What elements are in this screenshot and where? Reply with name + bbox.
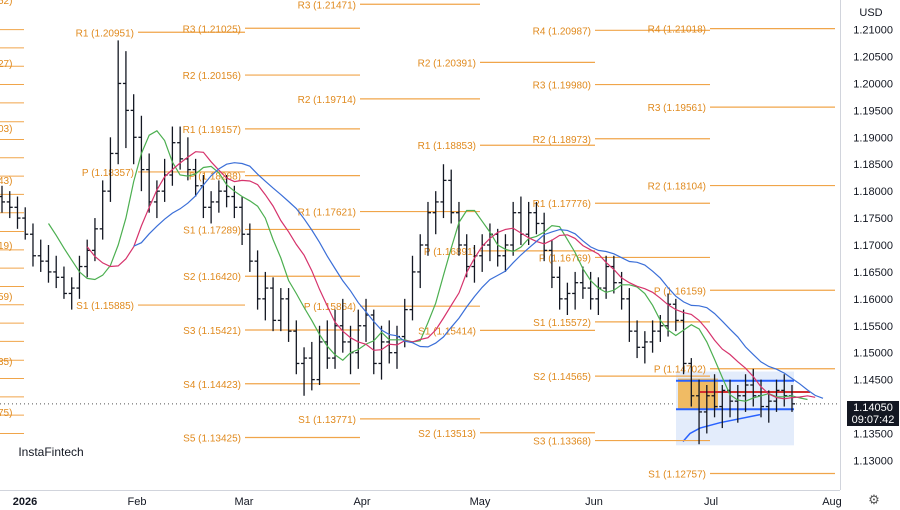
bar-countdown: 09:07:42 xyxy=(851,414,895,426)
pivot-label: R2 (1.20156) xyxy=(183,71,241,82)
pivot-label: R3 (1.19561) xyxy=(648,103,706,114)
x-tick-label: Feb xyxy=(128,496,147,508)
y-tick-label: 1.15500 xyxy=(853,321,893,333)
y-tick-label: 1.17500 xyxy=(853,213,893,225)
pivot-label: R4 (1.21018) xyxy=(648,25,706,36)
currency-label: USD xyxy=(859,7,883,19)
y-tick-label: 1.16000 xyxy=(853,294,893,306)
x-tick-label: Aug xyxy=(822,496,842,508)
pivot-label: P (1.16159) xyxy=(654,286,706,297)
pivot-label: R1 (1.17621) xyxy=(298,208,356,219)
pivot-label: P (1.18288) xyxy=(189,172,241,183)
y-tick-label: 1.15000 xyxy=(853,348,893,360)
left-pivot-label: 03) xyxy=(0,124,12,135)
y-tick-label: 1.16500 xyxy=(853,267,893,279)
pivot-label: P (1.18357) xyxy=(82,168,134,179)
pivot-label: S2 (1.13513) xyxy=(418,429,476,440)
pivot-label: S1 (1.15885) xyxy=(76,301,134,312)
left-pivot-label: 43) xyxy=(0,176,12,187)
x-tick-label: Apr xyxy=(353,496,370,508)
y-tick-label: 1.13500 xyxy=(853,428,893,440)
watermark-logo: InstaFintech xyxy=(10,440,92,464)
y-tick-label: 1.17000 xyxy=(853,240,893,252)
ma-slow-line xyxy=(133,162,824,399)
ma-mid-line xyxy=(86,151,816,400)
value-area xyxy=(678,378,718,410)
moving-averages xyxy=(47,130,824,402)
left-pivot-label: 27) xyxy=(0,59,12,70)
pivot-label: R1 (1.17776) xyxy=(533,199,591,210)
pivot-label: R2 (1.20391) xyxy=(418,58,476,69)
profile-shape xyxy=(682,413,761,443)
pivot-label: S1 (1.17289) xyxy=(183,225,241,236)
pivot-label: R1 (1.19157) xyxy=(183,125,241,136)
pivot-label: S4 (1.14423) xyxy=(183,380,241,391)
pivot-label: P (1.14702) xyxy=(654,365,706,376)
x-tick-label: May xyxy=(470,496,491,508)
x-tick-label: Jul xyxy=(704,496,718,508)
left-pivot-label: 59) xyxy=(0,292,12,303)
y-tick-label: 1.19000 xyxy=(853,132,893,144)
x-tick-label: Mar xyxy=(235,496,254,508)
left-pivot-label: 19) xyxy=(0,241,12,252)
y-tick-label: 1.21000 xyxy=(853,25,893,37)
last-price-badge: 1.14050 09:07:42 xyxy=(847,401,899,426)
pivot-label: R1 (1.20951) xyxy=(76,28,134,39)
pivot-label: S3 (1.13368) xyxy=(533,437,591,448)
gear-icon[interactable]: ⚙ xyxy=(868,492,880,507)
pivot-label: P (1.16769) xyxy=(539,253,591,264)
pivot-label: S2 (1.14565) xyxy=(533,372,591,383)
pivot-label: R3 (1.21025) xyxy=(183,24,241,35)
y-tick-label: 1.20500 xyxy=(853,52,893,64)
pivot-label: R4 (1.20987) xyxy=(533,26,591,37)
y-tick-label: 1.14500 xyxy=(853,375,893,387)
y-tick-label: 1.13000 xyxy=(853,455,893,467)
pivot-label: S1 (1.15572) xyxy=(533,318,591,329)
pivot-label: S3 (1.15421) xyxy=(183,326,241,337)
last-price-value: 1.14050 xyxy=(853,402,893,414)
pivot-label: S1 (1.13771) xyxy=(298,415,356,426)
pivot-levels: 52) 27) 03) 43) 19) 59) 35) 75) R1 (1.20951) P (1… xyxy=(0,0,835,480)
pivot-label: R3 (1.21471) xyxy=(298,0,356,11)
left-pivot-label: 35) xyxy=(0,357,12,368)
y-tick-label: 1.18000 xyxy=(853,186,893,198)
x-tick-label: Jun xyxy=(585,496,603,508)
pivot-label: R1 (1.18853) xyxy=(418,141,476,152)
y-tick-label: 1.18500 xyxy=(853,159,893,171)
ma-fast-line xyxy=(47,130,808,402)
pivot-label: S5 (1.13425) xyxy=(183,434,241,445)
pivot-label: R3 (1.19980) xyxy=(533,81,591,92)
watermark-text: InstaFintech xyxy=(18,445,84,459)
pivot-label: R2 (1.19714) xyxy=(298,95,356,106)
pivot-label: S1 (1.12757) xyxy=(648,469,706,480)
pivot-label: S2 (1.16420) xyxy=(183,272,241,283)
x-tick-label: 2026 xyxy=(13,496,37,508)
y-tick-label: 1.20000 xyxy=(853,78,893,90)
currency-selector[interactable]: USD xyxy=(848,4,894,22)
y-tick-label: 1.19500 xyxy=(853,105,893,117)
pivot-label: P (1.15864) xyxy=(304,302,356,313)
volume-profile xyxy=(676,371,810,446)
left-pivot-label: 75) xyxy=(0,408,12,419)
pivot-label: R2 (1.18104) xyxy=(648,182,706,193)
time-axis[interactable]: 2026 Feb Mar Apr May Jun Jul Aug xyxy=(13,496,842,508)
pivot-label: R2 (1.18973) xyxy=(533,135,591,146)
left-pivot-label: 52) xyxy=(0,0,12,7)
